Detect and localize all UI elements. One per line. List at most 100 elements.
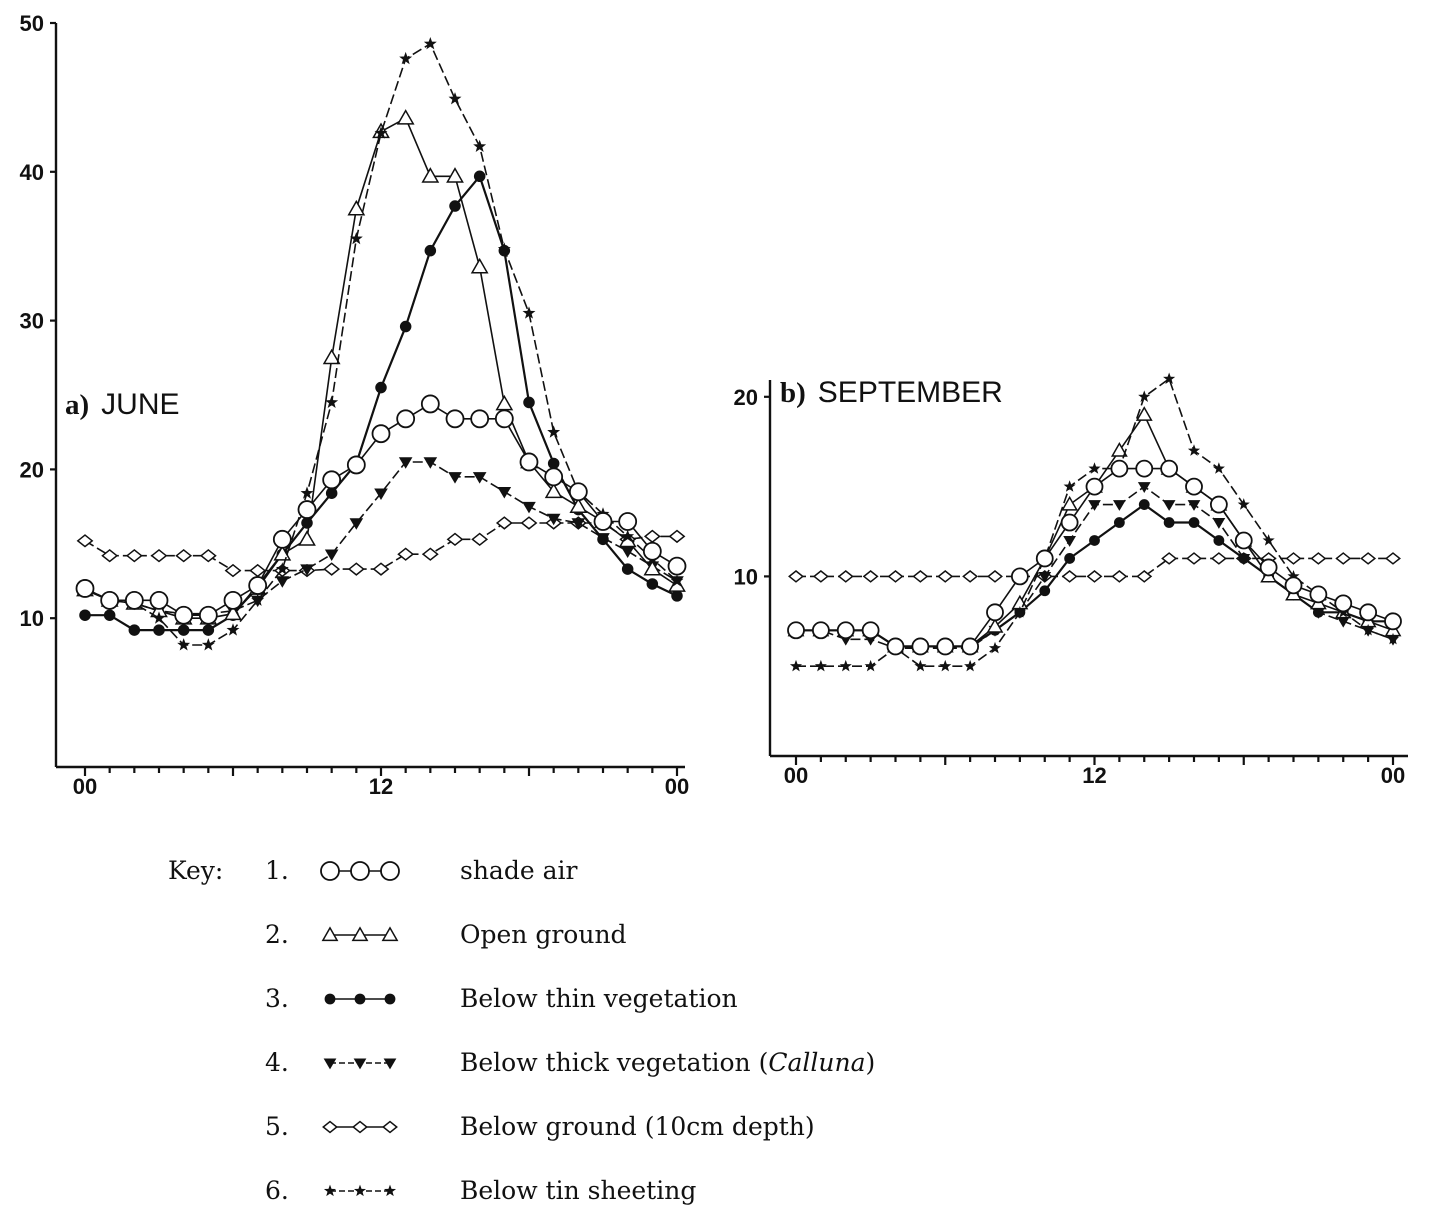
- data-point: [1187, 500, 1201, 511]
- data-point: [445, 409, 465, 429]
- data-point: [1209, 495, 1228, 514]
- data-point: [522, 501, 536, 514]
- data-point: [936, 637, 955, 656]
- x-tick-label: 00: [665, 774, 689, 799]
- data-point: [1234, 531, 1253, 550]
- data-point: [424, 244, 437, 257]
- data-point: [1111, 570, 1128, 583]
- data-point: [520, 516, 538, 530]
- panel-letter: a): [65, 389, 89, 421]
- key-item: 4. Below thick vegetation (Calluna): [265, 1048, 875, 1077]
- data-point: [347, 562, 365, 576]
- x-tick-label: 00: [73, 774, 97, 799]
- data-point: [448, 472, 462, 484]
- series-triangle-filled: [78, 457, 684, 621]
- data-point: [223, 590, 243, 610]
- data-point: [1259, 558, 1278, 577]
- y-tick-label: 30: [20, 309, 44, 334]
- data-point: [646, 578, 659, 590]
- data-point: [1310, 552, 1327, 565]
- data-point: [374, 488, 388, 501]
- data-point: [177, 624, 190, 636]
- data-point: [1110, 442, 1128, 457]
- data-point: [251, 593, 265, 606]
- key-item: 3. Below thin vegetation: [265, 984, 738, 1013]
- data-point: [1185, 477, 1203, 496]
- series-diamond-open: [788, 552, 1401, 583]
- key-item: 2. Open ground: [265, 920, 627, 949]
- data-point: [1010, 567, 1029, 586]
- data-point: [620, 546, 635, 559]
- data-point: [471, 532, 489, 547]
- data-point: [788, 570, 804, 583]
- data-point: [1089, 535, 1100, 546]
- data-point: [1237, 498, 1250, 510]
- data-point: [349, 231, 363, 245]
- y-tick-label: 50: [20, 11, 44, 36]
- series-line: [796, 377, 1394, 668]
- key-item: 5. Below ground (10cm depth): [265, 1112, 815, 1141]
- key-marker: [353, 1058, 367, 1070]
- data-point: [177, 638, 191, 651]
- data-point: [1212, 518, 1226, 529]
- panel-title-text: JUNE: [101, 388, 179, 421]
- data-point: [396, 409, 416, 429]
- key-marker: [320, 861, 340, 881]
- data-point: [1086, 570, 1103, 583]
- data-point: [1113, 517, 1125, 528]
- key-item: 6. Below tin sheeting: [265, 1176, 696, 1205]
- data-point: [988, 641, 1002, 654]
- data-point: [571, 518, 586, 530]
- data-point: [1334, 594, 1353, 613]
- data-point: [1212, 462, 1225, 474]
- x-tick-label: 12: [1082, 763, 1106, 788]
- key-marker: [384, 993, 396, 1005]
- data-point: [787, 621, 805, 640]
- data-point: [1113, 500, 1126, 511]
- data-point: [1162, 500, 1176, 511]
- data-point: [495, 394, 514, 411]
- data-point: [272, 529, 292, 549]
- y-tick-label: 20: [734, 385, 758, 410]
- data-point: [1135, 406, 1153, 421]
- data-point: [519, 452, 539, 472]
- key-text: shade air: [460, 856, 577, 885]
- data-point: [199, 548, 217, 563]
- data-point: [987, 570, 1003, 583]
- key-marker: [380, 861, 400, 881]
- data-point: [1039, 585, 1051, 597]
- data-point: [399, 51, 413, 65]
- data-point: [568, 482, 588, 502]
- y-tick-label: 10: [20, 606, 44, 631]
- data-point: [174, 605, 194, 625]
- data-point: [397, 547, 415, 561]
- data-point: [201, 638, 215, 651]
- data-point: [449, 200, 461, 212]
- data-point: [325, 487, 338, 499]
- data-point: [446, 532, 464, 547]
- data-point: [371, 424, 391, 444]
- key-marker: [321, 926, 339, 942]
- data-point: [323, 562, 341, 576]
- data-point: [275, 562, 289, 575]
- data-point: [1110, 459, 1129, 478]
- data-point: [937, 570, 954, 583]
- panel-title-text: SEPTEMBER: [818, 376, 1003, 409]
- data-point: [546, 513, 561, 526]
- data-point: [1060, 513, 1079, 532]
- data-point: [523, 396, 535, 409]
- data-point: [446, 167, 464, 183]
- data-point: [939, 659, 952, 672]
- key-text-main: Below thick vegetation (: [460, 1048, 768, 1077]
- key-number: 2.: [265, 920, 289, 949]
- data-point: [544, 467, 564, 487]
- data-point: [1064, 553, 1076, 564]
- key-number: 5.: [265, 1112, 289, 1141]
- data-point: [544, 482, 563, 499]
- data-point: [1285, 552, 1302, 565]
- data-point: [642, 541, 662, 561]
- data-point: [152, 611, 166, 624]
- key-text: Below thin vegetation: [460, 984, 738, 1013]
- data-point: [1359, 603, 1378, 622]
- data-point: [837, 570, 854, 583]
